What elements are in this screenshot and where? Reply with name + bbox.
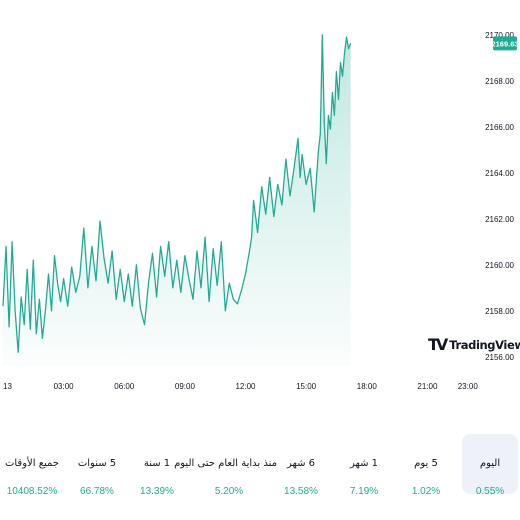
x-tick-label: 09:00 [175,382,196,391]
last-price-tag-bg [493,36,517,51]
x-tick-label: 23:00 [458,382,479,391]
tradingview-logo-text: TradingView [449,338,520,352]
period-change-value: 1.02% [411,486,441,497]
period-label: اليوم [479,458,501,469]
series-line [2,34,352,353]
x-tick-label: 13 [3,382,12,391]
x-tick-label: 06:00 [114,382,135,391]
period-label: 5 سنوات [77,458,117,469]
period-label: 1 شهر [349,458,379,469]
period-5[interactable]: منذ بداية العام حتى اليوم 5.20% [174,434,277,497]
tradingview-logo[interactable]: TV TradingView [428,335,520,355]
period-change-value: 7.19% [349,486,379,497]
y-axis: 2170.00 2168.00 2166.00 2164.00 2162.00 2160.… [485,31,514,362]
period-7[interactable]: 5 سنوات 66.78% [69,434,125,497]
x-axis: 13 03:00 06:00 09:00 12:00 15:00 18:00 21:00 23:… [3,382,478,391]
last-price-tag: 2169.63 [491,36,519,51]
period-label: 6 شهر [286,458,316,469]
y-tick-label: 2164.00 [485,169,514,178]
period-label: 5 يوم [414,458,438,469]
period-6[interactable]: 1 سنة 13.39% [129,434,185,497]
period-change-value: 13.39% [140,486,174,497]
period-label: 1 سنة [143,458,171,469]
performance-periods: اليوم 0.55% 5 يوم 1.02% 1 شهر 7.19% 6 شهر 13.58… [0,434,520,497]
period-label: جميع الأوقات [4,458,60,469]
area-fill-layer [3,34,351,367]
period-change-value: 66.78% [80,486,114,497]
period-1[interactable]: اليوم 0.55% [462,434,518,497]
series-area [3,34,351,367]
period-change-value: 10408.52% [6,486,58,497]
period-change-value: 0.55% [475,486,505,497]
y-tick-label: 2156.00 [485,353,514,362]
y-tick-label: 2170.00 [485,31,514,40]
price-chart[interactable]: 2170.00 2168.00 2166.00 2164.00 2162.00 2160.… [0,0,520,400]
x-tick-label: 18:00 [357,382,378,391]
period-change-value: 13.58% [284,486,318,497]
x-tick-label: 21:00 [417,382,438,391]
x-tick-label: 12:00 [235,382,256,391]
y-tick-label: 2168.00 [485,77,514,86]
y-tick-label: 2160.00 [485,261,514,270]
tradingview-mark-icon: TV [428,335,448,354]
x-tick-label: 03:00 [54,382,75,391]
y-tick-label: 2158.00 [485,307,514,316]
x-tick-label: 15:00 [296,382,317,391]
period-4[interactable]: 6 شهر 13.58% [273,434,329,497]
series-line-layer [2,34,352,353]
y-tick-label: 2162.00 [485,215,514,224]
period-2[interactable]: 5 يوم 1.02% [398,434,454,497]
period-3[interactable]: 1 شهر 7.19% [336,434,392,497]
period-change-value: 5.20% [214,486,244,497]
last-price-label: 2169.63 [491,39,518,48]
period-8[interactable]: جميع الأوقات 10408.52% [2,434,62,497]
y-tick-label: 2166.00 [485,123,514,132]
period-label: منذ بداية العام حتى اليوم [174,458,277,469]
